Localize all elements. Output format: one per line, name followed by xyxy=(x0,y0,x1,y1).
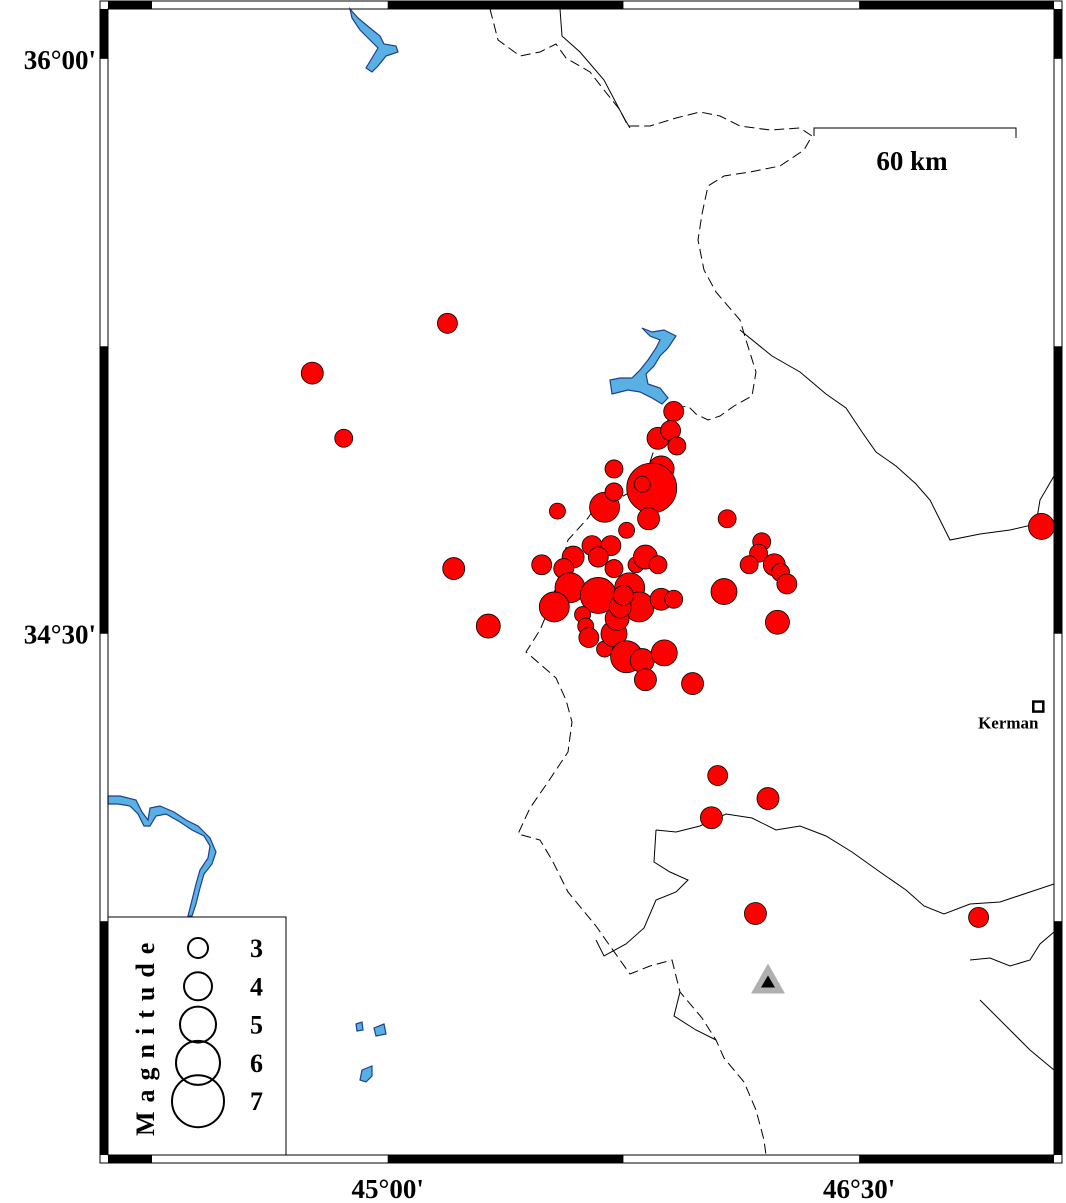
frame-segment xyxy=(387,1155,624,1163)
earthquake-event xyxy=(756,787,780,810)
province-border-south xyxy=(595,813,1055,1071)
lake-north xyxy=(348,6,399,73)
legend-label: 6 xyxy=(250,1049,263,1078)
earthquake-event xyxy=(650,639,678,667)
earthquake-event xyxy=(604,482,624,502)
legend-label: 4 xyxy=(250,972,263,1001)
earthquake-event xyxy=(700,806,723,830)
legend-title: Magnitude xyxy=(131,934,160,1136)
earthquake-event xyxy=(538,591,570,623)
earthquake-event xyxy=(604,559,624,578)
frame-segment xyxy=(108,1,152,9)
legend-circle-icon xyxy=(171,1074,225,1129)
earthquake-event xyxy=(578,627,600,648)
y-tick-label: 36°00' xyxy=(24,45,96,75)
city-square-icon xyxy=(1032,700,1045,713)
earthquake-event xyxy=(1028,513,1055,540)
x-tick-label: 45°00' xyxy=(352,1174,424,1203)
frame-segment xyxy=(859,1,1054,9)
island-2 xyxy=(373,1023,387,1037)
legend-label: 5 xyxy=(250,1011,263,1040)
earthquake-event xyxy=(739,555,759,575)
earthquake-event xyxy=(681,672,704,695)
island-1 xyxy=(355,1021,364,1032)
legend-label: 7 xyxy=(250,1087,263,1116)
earthquake-event xyxy=(637,507,660,531)
earthquake-event xyxy=(663,401,685,422)
earthquake-event xyxy=(707,765,729,786)
earthquake-event xyxy=(334,428,354,448)
frame-segment xyxy=(100,921,108,1155)
island-3 xyxy=(359,1065,373,1083)
scale-bar: 60 km xyxy=(813,127,1017,176)
city-marker: Kerman xyxy=(978,700,1045,733)
earthquake-event xyxy=(744,902,767,925)
earthquake-event xyxy=(549,502,566,520)
x-tick-label: 46°30' xyxy=(823,1174,895,1203)
frame-segment xyxy=(1054,921,1062,1155)
earthquake-event xyxy=(667,436,687,456)
earthquake-event xyxy=(531,554,553,576)
magnitude-legend: Magnitude 3 4 5 6 7 xyxy=(107,916,287,1156)
earthquake-event xyxy=(664,589,684,609)
earthquake-event xyxy=(633,475,651,493)
frame-segment xyxy=(100,9,108,59)
earthquake-event xyxy=(613,585,634,606)
earthquake-event xyxy=(710,578,738,605)
legend-circle-icon xyxy=(179,1005,217,1044)
city-label: Kerman xyxy=(978,714,1039,733)
earthquake-event xyxy=(765,609,790,635)
earthquake-event xyxy=(648,555,668,575)
legend-circle-icon xyxy=(183,971,213,1002)
scale-bar-label: 60 km xyxy=(876,146,948,176)
map-frame xyxy=(99,0,1063,1164)
earthquake-event xyxy=(776,573,798,595)
scale-bar-line xyxy=(813,127,1017,138)
water-bodies xyxy=(107,6,677,1083)
axis-labels: 45°00' 46°30' 36°00' 34°30' xyxy=(24,45,896,1203)
earthquake-event xyxy=(587,546,609,568)
earthquake-event xyxy=(618,521,635,539)
frame-segment xyxy=(859,1155,1054,1163)
earthquake-event xyxy=(626,462,678,514)
province-border-north xyxy=(559,8,1055,541)
station-triangle-icon xyxy=(761,975,775,988)
frame-segment xyxy=(387,1,624,9)
earthquake-event xyxy=(634,668,657,692)
earthquake-events xyxy=(300,312,1055,928)
frame-segment xyxy=(1054,9,1062,59)
frame-segment xyxy=(1054,346,1062,634)
frame-segment xyxy=(100,346,108,634)
frame-segment xyxy=(108,1155,152,1163)
earthquake-event xyxy=(717,509,737,529)
earthquake-event xyxy=(475,613,501,639)
legend-label: 3 xyxy=(250,934,263,963)
legend-circle-icon xyxy=(187,937,209,959)
earthquake-event xyxy=(437,312,458,334)
earthquake-event xyxy=(604,459,624,479)
earthquake-event xyxy=(300,361,324,385)
seismic-station xyxy=(751,963,785,994)
earthquake-event xyxy=(968,906,989,928)
y-tick-label: 34°30' xyxy=(24,620,96,650)
river-west xyxy=(107,795,217,917)
legend-circle-icon xyxy=(175,1039,221,1086)
earthquake-event xyxy=(442,557,466,580)
reservoir-center xyxy=(609,327,677,405)
